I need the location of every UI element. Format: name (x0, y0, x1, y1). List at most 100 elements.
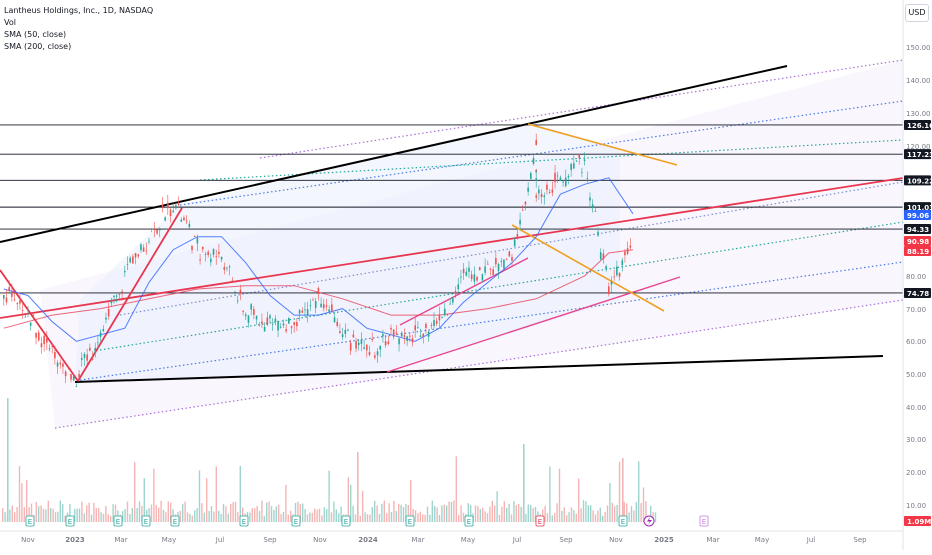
candle-body (177, 202, 180, 206)
candle-body (250, 304, 252, 310)
volume-bar (606, 505, 609, 522)
candle-body (113, 295, 115, 298)
candle-body (551, 189, 554, 193)
candle-body (599, 252, 602, 260)
volume-bar (575, 513, 577, 522)
candle-body (3, 295, 5, 299)
candle-body (527, 187, 529, 192)
price-tick-label: 80.00 (906, 273, 926, 281)
candle-body (594, 211, 597, 212)
volume-bar (597, 510, 599, 522)
candle-body (40, 343, 43, 348)
volume-bar (141, 505, 143, 522)
candle-body (626, 248, 629, 254)
volume-bar (234, 501, 237, 522)
candle-body (223, 266, 226, 270)
candle-body (473, 274, 476, 282)
volume-bar (57, 511, 59, 522)
candle-body (443, 308, 446, 316)
volume-bar (410, 479, 412, 522)
volume-bar (393, 500, 395, 522)
volume-bar (45, 509, 47, 522)
volume-bar (362, 490, 364, 522)
candle-body (492, 269, 494, 275)
volume-bar (314, 508, 316, 522)
volume-bar (578, 478, 580, 522)
volume-bar (498, 514, 501, 522)
candle-body (115, 295, 118, 297)
time-tick-label: May (755, 536, 769, 544)
candle-body (446, 314, 449, 316)
volume-bar (261, 500, 263, 522)
volume-bar (297, 501, 299, 522)
candle-body (505, 259, 508, 261)
volume-bar (42, 508, 45, 522)
earnings-marker: E (467, 518, 471, 526)
volume-bar (614, 506, 616, 522)
volume-bar (635, 502, 637, 522)
sma50-indicator-label[interactable]: SMA (50, close) (4, 30, 67, 39)
price-badge: 90.98 (907, 238, 929, 246)
sma200-indicator-label[interactable]: SMA (200, close) (4, 42, 72, 51)
candle-body (414, 325, 416, 331)
candle-body (207, 251, 209, 255)
candle-body (583, 159, 586, 161)
volume-bar (294, 502, 297, 522)
currency-button[interactable]: USD (905, 4, 929, 22)
lightning-icon (647, 517, 652, 525)
orange-wedge-lower (511, 224, 665, 312)
volume-bar (256, 506, 258, 522)
volume-bar (196, 508, 198, 522)
volume-bar (506, 507, 508, 522)
candle-body (298, 310, 301, 314)
volume-bar (136, 508, 138, 522)
time-tick-label: Sep (853, 536, 867, 544)
volume-bar (14, 512, 16, 522)
earnings-marker: E (116, 518, 120, 526)
volume-bar (350, 484, 352, 522)
time-tick-label: Sep (559, 536, 573, 544)
volume-indicator-label[interactable]: Vol (4, 18, 16, 27)
candle-body (516, 234, 519, 237)
candle-body (535, 195, 537, 198)
volume-bar (126, 501, 129, 522)
dotted-channel-line (54, 299, 904, 429)
level-badge: 94.33 (907, 226, 929, 234)
candle-body (188, 223, 191, 228)
volume-bar (398, 503, 400, 522)
sma50-line (3, 177, 634, 342)
time-tick-label: 2025 (654, 536, 674, 544)
symbol-title[interactable]: Lantheus Holdings, Inc., 1D, NASDAQ (4, 6, 154, 15)
candle-body (282, 323, 285, 326)
volume-bar (59, 500, 61, 522)
earnings-marker-box (618, 515, 628, 527)
volume-bar (309, 512, 311, 522)
volume-bar (599, 507, 601, 522)
candle-body (379, 345, 382, 350)
volume-bar (273, 510, 275, 522)
volume-bar (429, 514, 431, 522)
volume-bar (330, 512, 333, 522)
candle-body (118, 293, 121, 295)
volume-bar (321, 515, 323, 522)
candle-body (306, 309, 309, 316)
candle-body (449, 303, 451, 305)
earnings-marker: E (68, 518, 72, 526)
candle-body (59, 362, 62, 365)
volume-bar (210, 506, 213, 522)
candle-body (384, 341, 387, 346)
candle-body (107, 308, 110, 317)
volume-bar (494, 505, 496, 522)
volume-bar (340, 506, 342, 522)
earnings-marker: E (144, 518, 148, 526)
candle-body (258, 324, 261, 326)
earnings-marker-box (535, 515, 545, 527)
volume-bar (590, 505, 592, 522)
candle-body (91, 358, 94, 360)
candle-body (538, 189, 540, 194)
sma200-line (3, 249, 634, 329)
volume-bar (383, 500, 385, 522)
volume-bar (35, 501, 37, 522)
